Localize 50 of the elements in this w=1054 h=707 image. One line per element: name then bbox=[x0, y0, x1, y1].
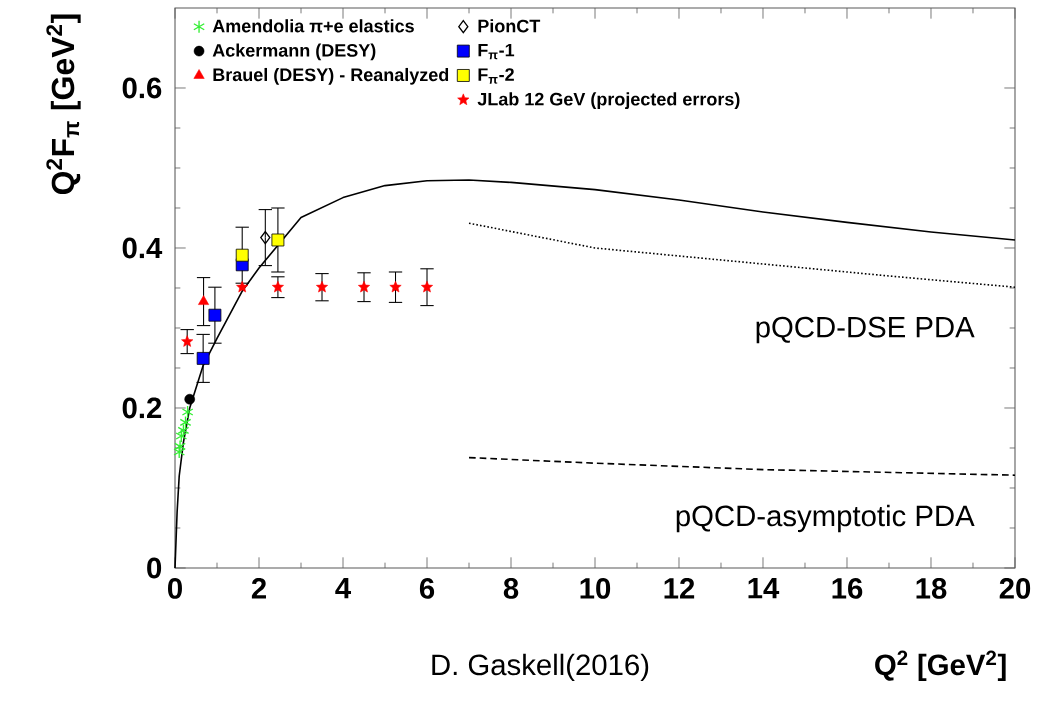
x-tick-label: 18 bbox=[916, 578, 947, 599]
line-series bbox=[174, 179, 1016, 569]
point bbox=[358, 280, 370, 293]
legend-label: JLab 12 GeV (projected errors) bbox=[477, 92, 740, 110]
x-tick-label: 16 bbox=[832, 578, 863, 599]
legend-label: Ackermann (DESY) bbox=[212, 43, 376, 61]
x-tick-label: 20 bbox=[999, 578, 1031, 599]
legend-label: F$_{π}$-1 bbox=[478, 43, 515, 60]
line-series bbox=[468, 456, 1016, 476]
x-tick-label: 8 bbox=[503, 578, 519, 599]
x-tick-label: 14 bbox=[748, 578, 780, 599]
point bbox=[421, 280, 433, 293]
point bbox=[174, 439, 186, 454]
legend-label: Brauel (DESY) - Reanalyzed bbox=[213, 67, 449, 85]
point bbox=[181, 335, 194, 347]
point bbox=[271, 233, 285, 247]
y-axis-title: Q$^{2}$F$_{π}$ [GeV$^{2}$] bbox=[46, 14, 81, 195]
y-tick-label: 0 bbox=[147, 557, 162, 579]
y-tick-label: 0.4 bbox=[122, 237, 163, 259]
point bbox=[260, 230, 271, 245]
legend-label: Amendolia π+e elastics bbox=[212, 19, 414, 33]
x-tick-label: 2 bbox=[251, 578, 266, 599]
point bbox=[179, 415, 192, 430]
point bbox=[236, 280, 249, 293]
point bbox=[196, 351, 210, 365]
legend-label: PionCT bbox=[478, 19, 541, 33]
point bbox=[316, 280, 328, 293]
legend-label: F$_{π}$-2 bbox=[478, 68, 514, 84]
text: D. Gaskell(2016) bbox=[432, 653, 649, 682]
x-axis-title: Q$^{2}$ [GeV$^{2}$] bbox=[875, 650, 1006, 682]
line-series bbox=[468, 222, 1016, 288]
y-tick-label: 0.2 bbox=[122, 397, 162, 419]
point bbox=[181, 405, 194, 419]
point bbox=[173, 445, 186, 459]
y-tick-label: 0.6 bbox=[122, 77, 162, 99]
x-tick-label: 0 bbox=[168, 578, 182, 599]
point bbox=[198, 295, 210, 305]
x-tick-label: 10 bbox=[580, 578, 611, 599]
point bbox=[235, 248, 249, 262]
x-tick-label: 6 bbox=[419, 578, 435, 599]
point bbox=[208, 308, 222, 322]
point bbox=[184, 393, 195, 405]
point bbox=[271, 280, 284, 293]
point bbox=[389, 280, 402, 293]
x-tick-label: 4 bbox=[335, 578, 352, 599]
series-label: pQCD-asymptotic PDA bbox=[676, 504, 975, 533]
point bbox=[177, 423, 190, 438]
series-label: pQCD-DSE PDA bbox=[756, 316, 975, 344]
point bbox=[175, 429, 188, 443]
x-tick-label: 12 bbox=[664, 578, 695, 599]
